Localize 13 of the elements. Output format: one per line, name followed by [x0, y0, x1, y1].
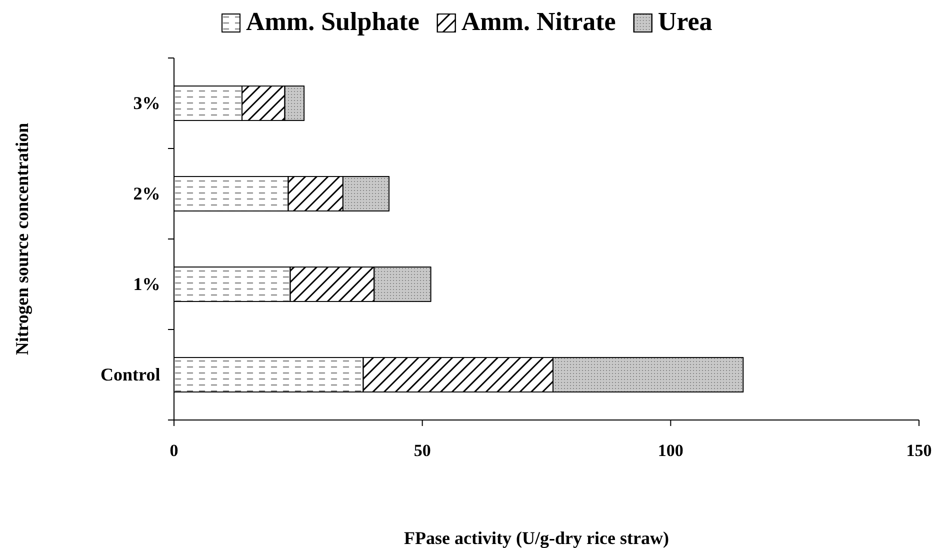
y-tick-label: 2% — [133, 184, 160, 204]
y-tick-label: 3% — [133, 93, 160, 114]
y-axis-title: Nitrogen source concentration — [12, 122, 32, 356]
y-tick-label: Control — [100, 364, 160, 385]
series-label: Amm. Sulphate — [246, 7, 420, 36]
legend-label: Amm. Nitrate — [461, 7, 616, 36]
y-tick-label: 1% — [133, 274, 160, 294]
x-axis-title: FPase activity (U/g-dry rice straw) — [404, 528, 669, 548]
x-tick-label: 150 — [906, 441, 932, 460]
legend-label: Urea — [658, 7, 712, 36]
x-tick-label: 50 — [414, 441, 431, 460]
x-tick-label: 0 — [170, 441, 178, 460]
x-tick-label: 100 — [658, 441, 684, 460]
